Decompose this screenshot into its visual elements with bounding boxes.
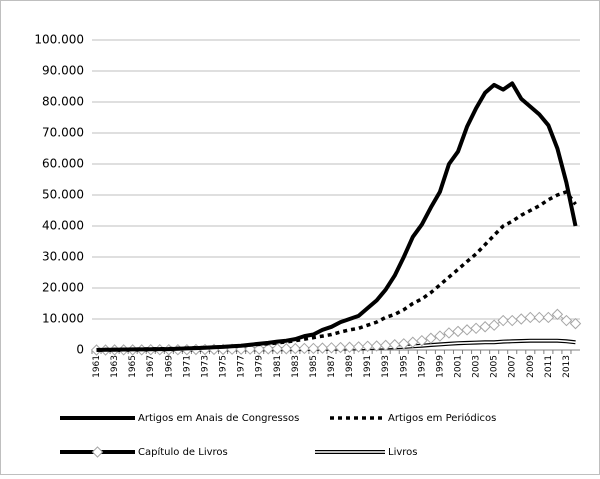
- marker: [352, 341, 365, 353]
- x-tick-label: 1999: [435, 355, 445, 378]
- marker: [497, 314, 509, 327]
- marker: [389, 339, 401, 351]
- legend-label: Artigos em Periódicos: [388, 412, 496, 424]
- x-tick-label: 1977: [237, 355, 247, 378]
- x-tick-label: 1989: [345, 355, 355, 378]
- legend-label: Artigos em Anais de Congressos: [138, 413, 299, 424]
- marker: [289, 342, 302, 355]
- y-tick-label: 0: [76, 343, 84, 357]
- x-tick-label: 1997: [417, 355, 427, 378]
- y-tick-label: 20.000: [42, 281, 84, 295]
- x-tick-label: 1995: [399, 355, 409, 378]
- x-tick-label: 2001: [454, 355, 464, 378]
- marker: [343, 341, 356, 353]
- marker: [253, 343, 265, 355]
- y-tick-label: 70.000: [42, 126, 84, 140]
- x-tick-label: 1993: [381, 355, 391, 378]
- marker: [506, 314, 518, 327]
- x-tick-label: 1983: [291, 355, 301, 378]
- x-tick-label: 2009: [526, 355, 536, 378]
- marker: [533, 311, 546, 324]
- marker: [316, 342, 329, 354]
- y-tick-label: 30.000: [42, 250, 84, 264]
- x-tick-label: 1963: [110, 355, 120, 378]
- marker: [91, 446, 104, 458]
- marker: [452, 325, 464, 338]
- y-tick-label: 40.000: [42, 219, 84, 233]
- x-tick-label: 1979: [255, 355, 265, 378]
- x-tick-label: 2013: [562, 355, 572, 378]
- legend-label: Livros: [388, 447, 418, 458]
- x-tick-label: 1971: [182, 355, 192, 378]
- marker: [407, 336, 419, 348]
- marker: [443, 327, 455, 339]
- marker: [434, 330, 446, 342]
- line: [96, 190, 577, 352]
- y-tick-label: 60.000: [42, 157, 84, 171]
- marker: [524, 311, 537, 324]
- marker: [542, 311, 555, 324]
- x-tick-label: 1975: [219, 355, 229, 378]
- marker: [416, 334, 428, 347]
- marker: [298, 342, 311, 355]
- x-tick-label: 1985: [309, 355, 319, 378]
- x-tick-label: 1981: [273, 355, 283, 378]
- x-tick-label: 1965: [128, 355, 138, 378]
- marker: [361, 340, 374, 352]
- x-tick-label: 1991: [363, 355, 373, 378]
- marker: [551, 308, 564, 321]
- marker: [271, 343, 283, 355]
- marker: [262, 343, 274, 355]
- marker: [280, 343, 293, 355]
- x-tick-label: 2011: [544, 355, 554, 378]
- marker: [479, 321, 491, 333]
- marker: [244, 343, 256, 355]
- y-tick-label: 80.000: [42, 95, 84, 109]
- marker: [488, 319, 500, 331]
- y-tick-label: 10.000: [42, 312, 84, 326]
- marker: [560, 314, 573, 327]
- marker: [398, 338, 410, 350]
- legend-label: Capítulo de Livros: [138, 446, 228, 458]
- x-tick-label: 2007: [508, 355, 518, 378]
- marker: [515, 313, 527, 325]
- y-tick-label: 50.000: [42, 188, 84, 202]
- marker: [461, 324, 473, 336]
- marker: [334, 341, 347, 354]
- x-tick-label: 1987: [327, 355, 337, 378]
- x-tick-label: 2005: [490, 355, 500, 378]
- y-tick-label: 100.000: [34, 33, 84, 47]
- marker: [425, 332, 437, 344]
- x-tick-label: 1961: [92, 355, 102, 378]
- x-tick-label: 2003: [472, 355, 482, 378]
- marker: [325, 342, 338, 354]
- marker: [569, 317, 582, 330]
- marker: [307, 342, 320, 355]
- x-tick-label: 1967: [146, 355, 156, 378]
- marker: [470, 322, 482, 335]
- line: [96, 81, 578, 352]
- marker: [379, 339, 392, 352]
- marker: [370, 340, 383, 352]
- x-tick-label: 1969: [164, 355, 174, 378]
- x-tick-label: 1973: [200, 355, 210, 378]
- y-tick-label: 90.000: [42, 64, 84, 78]
